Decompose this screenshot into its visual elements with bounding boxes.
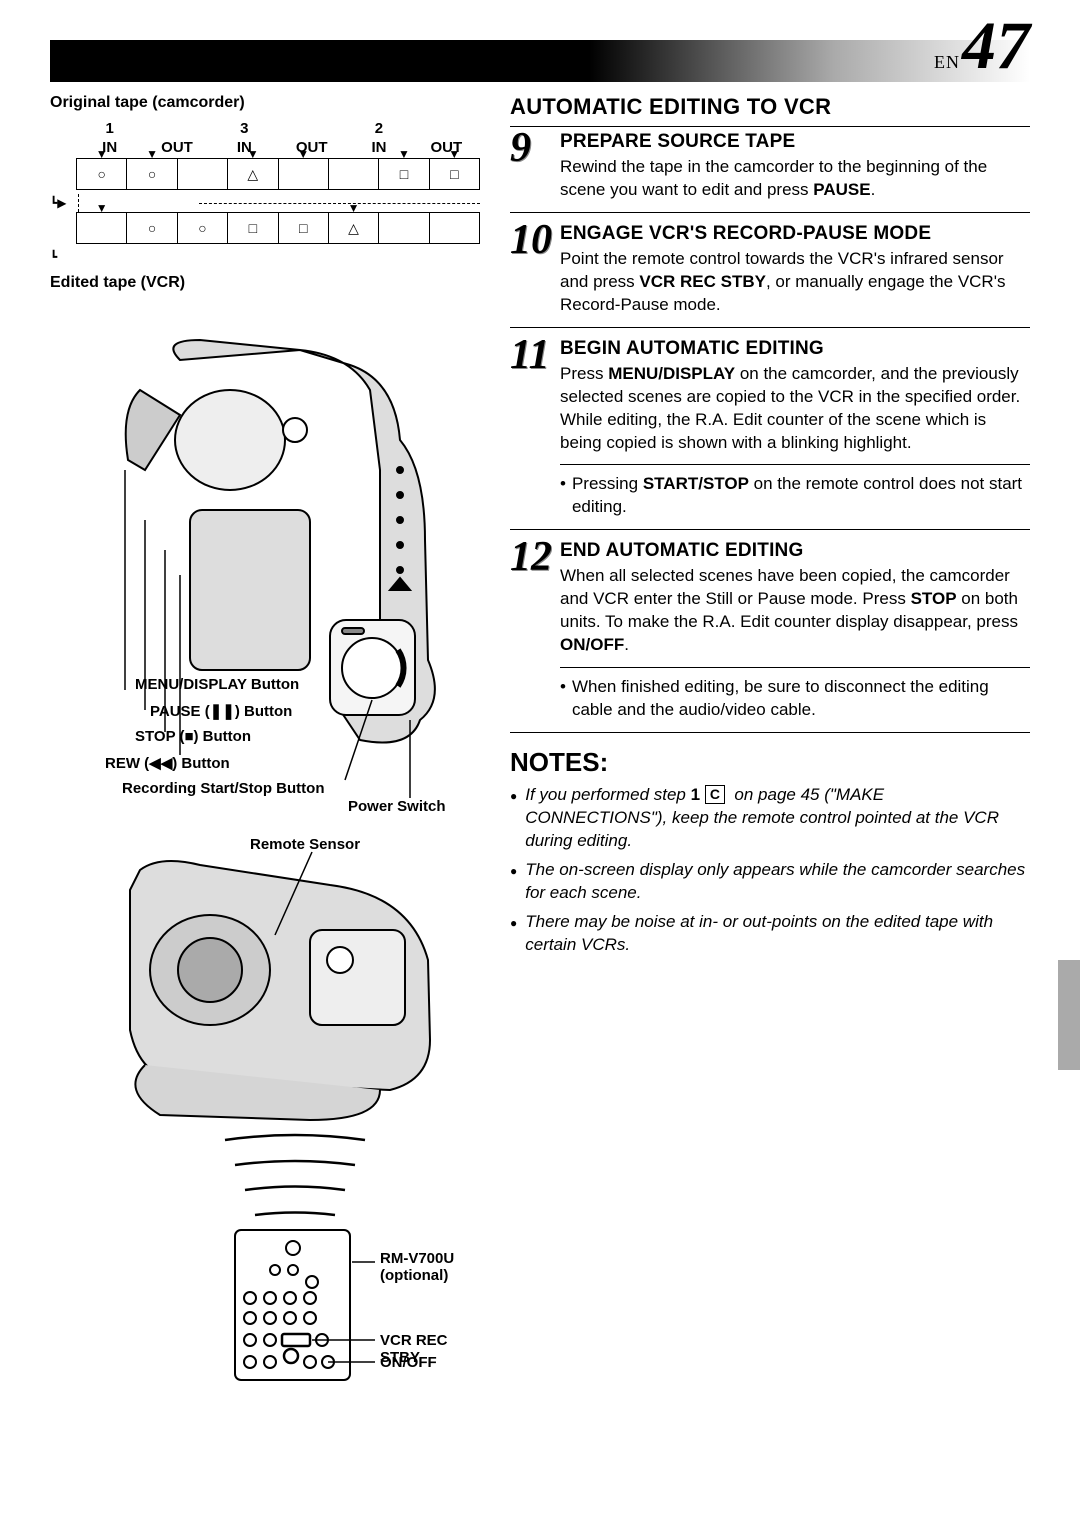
tape-arrow-icon: ┗▶ xyxy=(50,196,76,210)
page-lang: EN xyxy=(934,52,960,73)
tape-nums-row: 1 3 2 xyxy=(76,120,480,137)
left-column: Original tape (camcorder) 1 3 2 IN OUT I… xyxy=(50,94,480,1390)
camcorder-back-diagram: MENU/DISPLAY Button PAUSE (❚❚) Button ST… xyxy=(50,320,480,820)
step: 11 BEGIN AUTOMATIC EDITING Press MENU/DI… xyxy=(510,338,1030,531)
page-number: EN 47 xyxy=(934,18,1030,73)
step-body: Rewind the tape in the camcorder to the … xyxy=(560,156,1030,202)
remote-sensor-callout: Remote Sensor xyxy=(250,836,360,853)
power-switch-callout: Power Switch xyxy=(348,798,446,815)
tape-cell: ○ xyxy=(198,220,206,236)
step-subnote: When finished editing, be sure to discon… xyxy=(560,667,1030,722)
step-body: Point the remote control towards the VCR… xyxy=(560,248,1030,317)
step-number: 9 xyxy=(510,131,552,202)
step-body: When all selected scenes have been copie… xyxy=(560,565,1030,657)
tape-num: 2 xyxy=(345,120,412,137)
step-number: 12 xyxy=(510,540,552,722)
step-title: BEGIN AUTOMATIC EDITING xyxy=(560,338,1030,360)
step-number: 10 xyxy=(510,223,552,317)
step-body: Press MENU/DISPLAY on the camcorder, and… xyxy=(560,363,1030,455)
tape-num xyxy=(278,120,345,137)
camcorder-back-svg xyxy=(50,320,480,820)
tape-cell: ○ xyxy=(148,166,156,182)
note-item: If you performed step 1 C on page 45 ("M… xyxy=(510,784,1030,853)
remote-model-callout: RM-V700U (optional) xyxy=(380,1250,454,1284)
step-title: END AUTOMATIC EDITING xyxy=(560,540,1030,562)
tape-num xyxy=(413,120,480,137)
page-num: 47 xyxy=(962,18,1030,72)
step: 10 ENGAGE VCR'S RECORD-PAUSE MODE Point … xyxy=(510,223,1030,328)
tape-cell: □ xyxy=(299,220,307,236)
stop-callout: STOP (■) Button xyxy=(135,728,251,745)
tape-num: 1 xyxy=(76,120,143,137)
onoff-callout: ON/OFF xyxy=(380,1354,437,1371)
tape-cell: △ xyxy=(247,166,258,183)
steps-container: 9 PREPARE SOURCE TAPE Rewind the tape in… xyxy=(510,131,1030,733)
edited-tape-label: Edited tape (VCR) xyxy=(50,274,480,292)
menu-display-callout: MENU/DISPLAY Button xyxy=(135,676,299,693)
tape-labels-row: IN OUT IN OUT IN OUT xyxy=(76,139,480,156)
tape-label: OUT xyxy=(278,139,345,156)
original-tape-label: Original tape (camcorder) xyxy=(50,94,480,112)
tape-row-original: ▼○ ▼○ ▼△ ▼ ▼□ ▼□ xyxy=(76,158,480,190)
step-title: PREPARE SOURCE TAPE xyxy=(560,131,1030,153)
tape-row-edited: ▼ ○ ○ □ □ ▼△ xyxy=(76,212,480,244)
step-title: ENGAGE VCR'S RECORD-PAUSE MODE xyxy=(560,223,1030,245)
tape-cell: △ xyxy=(348,220,359,237)
camcorder-front-svg xyxy=(50,830,480,1390)
tape-label: IN xyxy=(211,139,278,156)
tape-label: IN xyxy=(76,139,143,156)
tape-cell: □ xyxy=(450,166,458,182)
right-column: AUTOMATIC EDITING TO VCR 9 PREPARE SOURC… xyxy=(510,94,1030,1390)
step: 9 PREPARE SOURCE TAPE Rewind the tape in… xyxy=(510,131,1030,213)
side-tab xyxy=(1058,960,1080,1070)
tape-num: 3 xyxy=(211,120,278,137)
step: 12 END AUTOMATIC EDITING When all select… xyxy=(510,540,1030,733)
tape-num xyxy=(143,120,210,137)
section-title: AUTOMATIC EDITING TO VCR xyxy=(510,94,1030,127)
tape-cell: □ xyxy=(249,220,257,236)
tape-cell: ○ xyxy=(148,220,156,236)
tape-label: OUT xyxy=(413,139,480,156)
tape-cell: ○ xyxy=(97,166,105,182)
note-item: There may be noise at in- or out-points … xyxy=(510,911,1030,957)
step-subnote: Pressing START/STOP on the remote contro… xyxy=(560,464,1030,519)
tape-diagram: 1 3 2 IN OUT IN OUT IN OUT ┗▶ xyxy=(50,120,480,264)
step-number: 11 xyxy=(510,338,552,520)
rew-callout: REW (◀◀) Button xyxy=(105,754,230,772)
pause-callout: PAUSE (❚❚) Button xyxy=(150,702,292,720)
notes-title: NOTES: xyxy=(510,747,1030,778)
tape-cell: □ xyxy=(400,166,408,182)
camcorder-front-remote-diagram: Remote Sensor RM-V700U (optional) VCR RE… xyxy=(50,830,480,1390)
header-gradient-bar xyxy=(50,40,1030,82)
notes-list: If you performed step 1 C on page 45 ("M… xyxy=(510,784,1030,957)
rec-start-callout: Recording Start/Stop Button xyxy=(122,780,325,797)
note-item: The on-screen display only appears while… xyxy=(510,859,1030,905)
